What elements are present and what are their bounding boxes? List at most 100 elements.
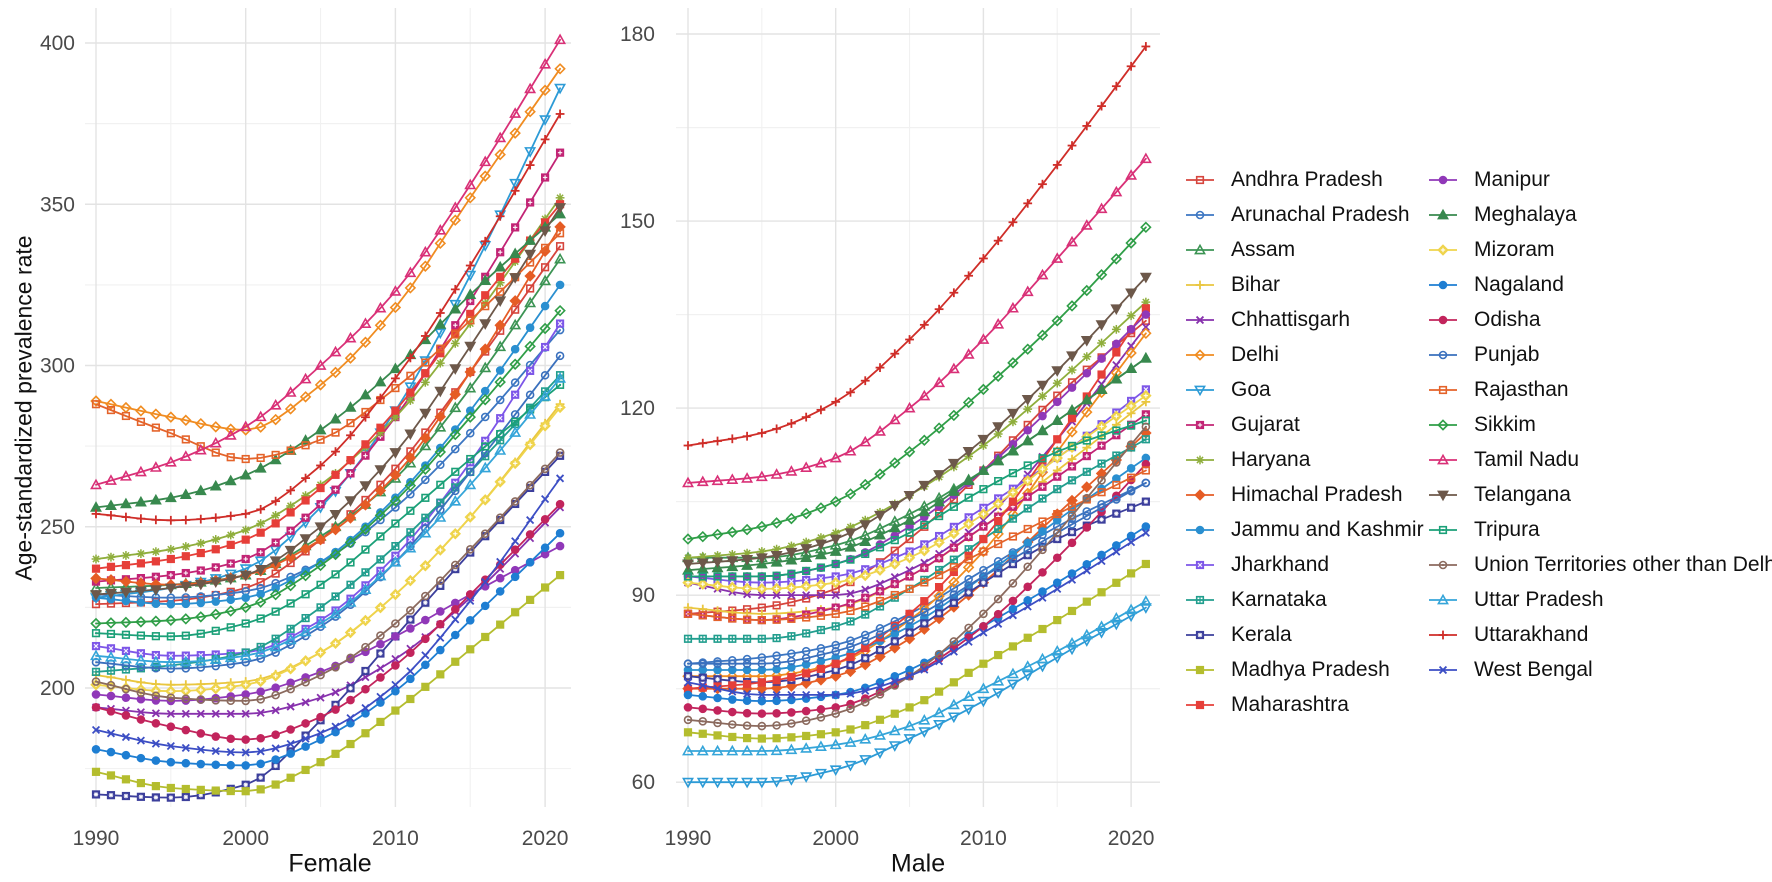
legend-label: Delhi: [1231, 342, 1279, 366]
series-nagaland: [91, 528, 565, 770]
legend-item-tamil-nadu: Tamil Nadu: [1428, 442, 1772, 477]
legend-label: Mizoram: [1474, 237, 1555, 261]
legend-item-karnataka: Karnataka: [1185, 582, 1424, 617]
otri-legend-icon: [1186, 243, 1214, 254]
legend-item-chhattisgarh: Chhattisgarh: [1185, 302, 1424, 337]
series-west-bengal: [683, 528, 1150, 699]
legend-label: Goa: [1231, 377, 1271, 401]
legend-item-goa: Goa: [1185, 372, 1424, 407]
y-tick-label: 250: [40, 516, 75, 539]
legend-item-bihar: Bihar: [1185, 267, 1424, 302]
legend-item-mizoram: Mizoram: [1428, 232, 1772, 267]
series-manipur: [91, 541, 565, 706]
legend-item-uttarakhand: Uttarakhand: [1428, 617, 1772, 652]
ocircledot-legend-icon: [1429, 560, 1457, 569]
legend-item-sikkim: Sikkim: [1428, 407, 1772, 442]
legend-label: Punjab: [1474, 342, 1540, 366]
panel-male: 60 90 120 150 180 1990 2000 2010 2020: [620, 8, 1160, 850]
legend-label: Telangana: [1474, 482, 1571, 506]
x-tick-label: 2000: [812, 827, 859, 850]
fsquare-legend-icon: [1186, 700, 1214, 709]
otri-legend-icon: [1429, 593, 1457, 604]
series-punjab: [91, 351, 565, 673]
legend-item-meghalaya: Meghalaya: [1428, 197, 1772, 232]
series-himachal-pradesh: [682, 427, 1152, 695]
legend-item-andhra-pradesh: Andhra Pradesh: [1185, 162, 1424, 197]
x-axis-title-female: Female: [288, 849, 372, 878]
legend-item-telangana: Telangana: [1428, 477, 1772, 512]
series-maharashtra: [91, 200, 565, 573]
series-mizoram: [90, 401, 566, 697]
legend-item-maharashtra: Maharashtra: [1185, 687, 1424, 722]
series-tripura: [683, 416, 1150, 581]
legend-label: Haryana: [1231, 447, 1311, 471]
legend-item-jharkhand: Jharkhand: [1185, 547, 1424, 582]
series-telangana: [90, 203, 567, 601]
series-telangana: [682, 272, 1152, 571]
series-kerala: [683, 497, 1150, 687]
ftridown-legend-icon: [1429, 490, 1457, 501]
series-goa: [682, 603, 1152, 789]
legend-label: Rajasthan: [1474, 377, 1569, 401]
otridown-legend-icon: [1186, 385, 1214, 396]
legend-item-kerala: Kerala: [1185, 617, 1424, 652]
axis-tick-labels: 60 90 120 150 180 1990 2000 2010 2020: [620, 23, 1155, 850]
legend-column-2: Manipur Meghalaya Mizoram Nagaland Odisha Pun…: [1428, 162, 1772, 687]
legend-item-delhi: Delhi: [1185, 337, 1424, 372]
legend-item-tripura: Tripura: [1428, 512, 1772, 547]
series-himachal-pradesh: [90, 221, 566, 591]
x-tick-label: 2000: [222, 827, 269, 850]
series-uttarakhand: [683, 42, 1151, 450]
legend-item-nagaland: Nagaland: [1428, 267, 1772, 302]
series-tamil-nadu: [90, 33, 567, 490]
x-tick-label: 1990: [665, 827, 712, 850]
legend-label: Jammu and Kashmir: [1231, 517, 1424, 541]
x-tick-label: 2020: [1108, 827, 1155, 850]
legend-label: Bihar: [1231, 272, 1281, 296]
fdiamondplus-legend-icon: [1429, 243, 1457, 256]
axis-tick-labels: 200 250 300 350 400 1990 2000 2010 2020: [40, 32, 569, 850]
x-tick-label: 2010: [960, 827, 1007, 850]
x-tick-label: 2020: [522, 827, 569, 850]
fcircle-legend-icon: [1186, 525, 1214, 534]
fsquarex-legend-icon: [1186, 560, 1214, 569]
y-axis-title: Age-standardized prevalence rate: [10, 235, 37, 581]
x-tick-label: 1990: [73, 827, 120, 850]
legend-column-1: Andhra Pradesh Arunachal Pradesh Assam Biha…: [1185, 162, 1424, 722]
ocircle-legend-icon: [1429, 350, 1457, 359]
legend-label: Tamil Nadu: [1474, 447, 1580, 471]
xmark-legend-icon: [1429, 665, 1457, 674]
y-tick-label: 180: [620, 23, 655, 46]
legend-label: Sikkim: [1474, 412, 1536, 436]
series-sikkim: [682, 221, 1152, 545]
legend-label: Arunachal Pradesh: [1231, 202, 1410, 226]
y-tick-label: 60: [632, 771, 655, 794]
otri-legend-icon: [1429, 453, 1457, 464]
legend-item-arunachal-pradesh: Arunachal Pradesh: [1185, 197, 1424, 232]
series-sikkim: [90, 304, 566, 630]
legend-item-punjab: Punjab: [1428, 337, 1772, 372]
osquareplus-legend-icon: [1186, 595, 1214, 604]
osquare-legend-icon: [1429, 385, 1457, 394]
legend-label: Karnataka: [1231, 587, 1327, 611]
legend-item-himachal-pradesh: Himachal Pradesh: [1185, 477, 1424, 512]
legend-item-rajasthan: Rajasthan: [1428, 372, 1772, 407]
fsquareplus-legend-icon: [1186, 420, 1214, 429]
osquaredot-legend-icon: [1429, 525, 1457, 534]
legend-label: Nagaland: [1474, 272, 1564, 296]
legend-label: Kerala: [1231, 622, 1292, 646]
legend-label: Uttarakhand: [1474, 622, 1589, 646]
fsquareast-legend-icon: [1186, 630, 1214, 639]
legend-label: Union Territories other than Delhi: [1474, 552, 1772, 576]
legend-label: Manipur: [1474, 167, 1550, 191]
legend-label: Tripura: [1474, 517, 1540, 541]
series-uttar-pradesh: [90, 372, 567, 667]
series-jharkhand: [683, 385, 1150, 587]
y-tick-label: 350: [40, 193, 75, 216]
xmark-legend-icon: [1186, 315, 1214, 324]
asterisk-legend-icon: [1186, 455, 1214, 464]
legend-item-assam: Assam: [1185, 232, 1424, 267]
legend-item-west-bengal: West Bengal: [1428, 652, 1772, 687]
series-union-territories-other-than-delhi: [91, 448, 565, 706]
